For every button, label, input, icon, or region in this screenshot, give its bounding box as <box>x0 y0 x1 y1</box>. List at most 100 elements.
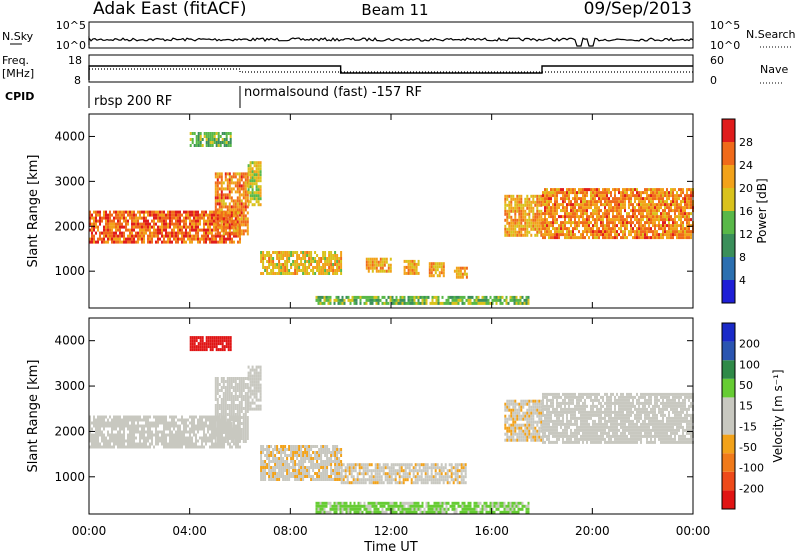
heatmap-cell <box>328 478 331 481</box>
heatmap-cell <box>228 380 231 383</box>
heatmap-cell <box>382 472 385 476</box>
heatmap-cell <box>205 418 207 422</box>
heatmap-cell <box>101 415 103 419</box>
heatmap-cell <box>203 135 206 138</box>
heatmap-cell <box>213 135 216 138</box>
heatmap-cell <box>115 237 117 241</box>
heatmap-cell <box>334 460 337 463</box>
heatmap-cell <box>284 272 287 275</box>
heatmap-cell <box>622 236 624 240</box>
heatmap-cell <box>686 197 688 201</box>
heatmap-cell <box>242 196 245 200</box>
heatmap-cell <box>91 222 93 226</box>
heatmap-cell <box>550 197 552 201</box>
heatmap-cell <box>101 430 103 434</box>
heatmap-cell <box>302 269 305 272</box>
heatmap-cell <box>199 415 201 419</box>
heatmap-cell <box>214 208 217 212</box>
heatmap-cell <box>658 194 660 198</box>
heatmap-cell <box>226 398 229 401</box>
heatmap-cell <box>246 211 249 215</box>
heatmap-cell <box>646 209 648 213</box>
heatmap-cell <box>630 230 632 234</box>
heatmap-cell <box>481 298 484 302</box>
heatmap-cell <box>218 383 221 386</box>
heatmap-cell <box>430 265 433 269</box>
heatmap-cell <box>255 380 258 384</box>
heatmap-cell <box>129 427 131 431</box>
heatmap-cell <box>459 266 462 270</box>
heatmap-cell <box>173 225 175 229</box>
heatmap-cell <box>638 206 640 210</box>
heatmap-cell <box>388 472 391 476</box>
heatmap-cell <box>654 218 656 222</box>
heatmap-cell <box>294 451 297 454</box>
heatmap-cell <box>119 424 121 428</box>
heatmap-cell <box>270 254 273 257</box>
heatmap-cell <box>218 193 221 197</box>
heatmap-cell <box>276 448 279 451</box>
heatmap-cell <box>398 475 401 479</box>
heatmap-cell <box>379 266 382 270</box>
heatmap-cell <box>139 234 141 238</box>
heatmap-cell <box>209 141 212 144</box>
heatmap-cell <box>89 445 91 449</box>
heatmap-cell <box>177 228 179 232</box>
heatmap-cell <box>167 445 169 449</box>
heatmap-cell <box>540 200 543 204</box>
heatmap-cell <box>522 233 525 237</box>
heatmap-cell <box>590 194 592 198</box>
heatmap-cell <box>221 436 223 440</box>
date-title: 09/Sep/2013 <box>584 0 692 19</box>
heatmap-cell <box>123 415 125 419</box>
heatmap-cell <box>157 436 159 440</box>
heatmap-cell <box>304 469 307 472</box>
heatmap-cell <box>314 466 317 469</box>
heatmap-cell <box>532 194 535 198</box>
heatmap-cell <box>554 221 556 225</box>
heatmap-cell <box>219 144 222 147</box>
heatmap-cell <box>213 234 215 238</box>
heatmap-cell <box>690 203 692 207</box>
heatmap-cell <box>508 194 511 198</box>
heatmap-cell <box>251 398 254 402</box>
heatmap-cell <box>424 463 427 467</box>
heatmap-cell <box>215 345 218 349</box>
heatmap-cell <box>226 226 229 230</box>
heatmap-cell <box>519 295 522 299</box>
heatmap-cell <box>672 203 674 207</box>
heatmap-cell <box>257 176 260 180</box>
heatmap-cell <box>93 222 95 226</box>
heatmap-cell <box>214 392 217 395</box>
heatmap-cell <box>101 421 103 425</box>
heatmap-cell <box>684 218 686 222</box>
heatmap-cell <box>222 377 225 380</box>
heatmap-cell <box>222 437 225 440</box>
heatmap-cell <box>163 213 165 217</box>
heatmap-cell <box>674 206 676 210</box>
heatmap-cell <box>246 220 249 224</box>
heatmap-cell <box>280 257 283 260</box>
heatmap-cell <box>171 418 173 422</box>
heatmap-cell <box>91 225 93 229</box>
heatmap-cell <box>660 215 662 219</box>
heatmap-cell <box>416 481 419 485</box>
heatmap-cell <box>137 445 139 449</box>
heatmap-cell <box>477 295 480 299</box>
heatmap-cell <box>276 478 279 481</box>
heatmap-cell <box>388 478 391 482</box>
heatmap-cell <box>530 218 533 222</box>
heatmap-cell <box>286 457 289 460</box>
heatmap-cell <box>518 227 521 231</box>
heatmap-cell <box>234 202 237 206</box>
heatmap-cell <box>91 439 93 443</box>
heatmap-cell <box>662 197 664 201</box>
heatmap-cell <box>298 445 301 448</box>
heatmap-cell <box>314 454 317 457</box>
heatmap-cell <box>201 445 203 449</box>
heatmap-cell <box>232 389 235 392</box>
heatmap-cell <box>165 219 167 223</box>
heatmap-cell <box>266 463 269 466</box>
heatmap-cell <box>244 199 247 203</box>
heatmap-cell <box>220 193 223 197</box>
